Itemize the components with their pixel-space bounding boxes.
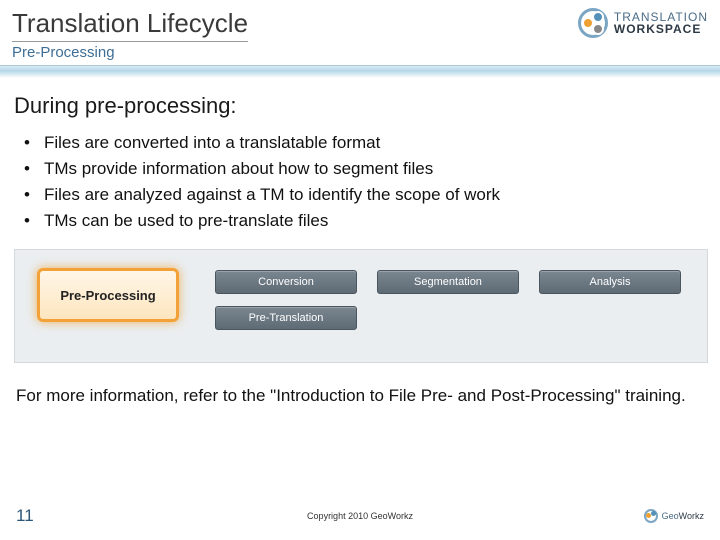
header: Translation Lifecycle Pre-Processing TRA… [0, 0, 720, 65]
footer-brand-icon [644, 509, 658, 523]
lifecycle-diagram: Pre-Processing Conversion Segmentation A… [14, 249, 708, 363]
title-block: Translation Lifecycle Pre-Processing [12, 8, 248, 61]
header-divider [0, 65, 720, 79]
bullet-item: TMs can be used to pre-translate files [20, 211, 706, 231]
copyright-text: Copyright 2010 GeoWorkz [307, 511, 413, 521]
brand-logo: TRANSLATION WORKSPACE [578, 8, 708, 38]
diagram-highlight-preprocessing: Pre-Processing [37, 268, 179, 322]
slide-subtitle: Pre-Processing [12, 44, 248, 61]
diagram-step-segmentation: Segmentation [377, 270, 519, 294]
bullet-list: Files are converted into a translatable … [14, 133, 706, 231]
content-area: During pre-processing: Files are convert… [0, 79, 720, 540]
brand-text: TRANSLATION WORKSPACE [614, 11, 708, 35]
brand-icon [578, 8, 608, 38]
section-heading: During pre-processing: [14, 93, 706, 119]
slide: Translation Lifecycle Pre-Processing TRA… [0, 0, 720, 540]
footer-brand-text: GeoWorkz [662, 511, 704, 521]
diagram-step-pretranslation: Pre-Translation [215, 306, 357, 330]
bullet-item: Files are analyzed against a TM to ident… [20, 185, 706, 205]
more-info-text: For more information, refer to the "Intr… [16, 385, 704, 408]
diagram-step-conversion: Conversion [215, 270, 357, 294]
footer: 11 Copyright 2010 GeoWorkz GeoWorkz [0, 506, 720, 526]
page-number: 11 [16, 506, 34, 526]
slide-title: Translation Lifecycle [12, 8, 248, 42]
footer-brand: GeoWorkz [644, 509, 704, 523]
brand-text-bottom: WORKSPACE [614, 23, 708, 35]
bullet-item: TMs provide information about how to seg… [20, 159, 706, 179]
bullet-item: Files are converted into a translatable … [20, 133, 706, 153]
diagram-step-analysis: Analysis [539, 270, 681, 294]
